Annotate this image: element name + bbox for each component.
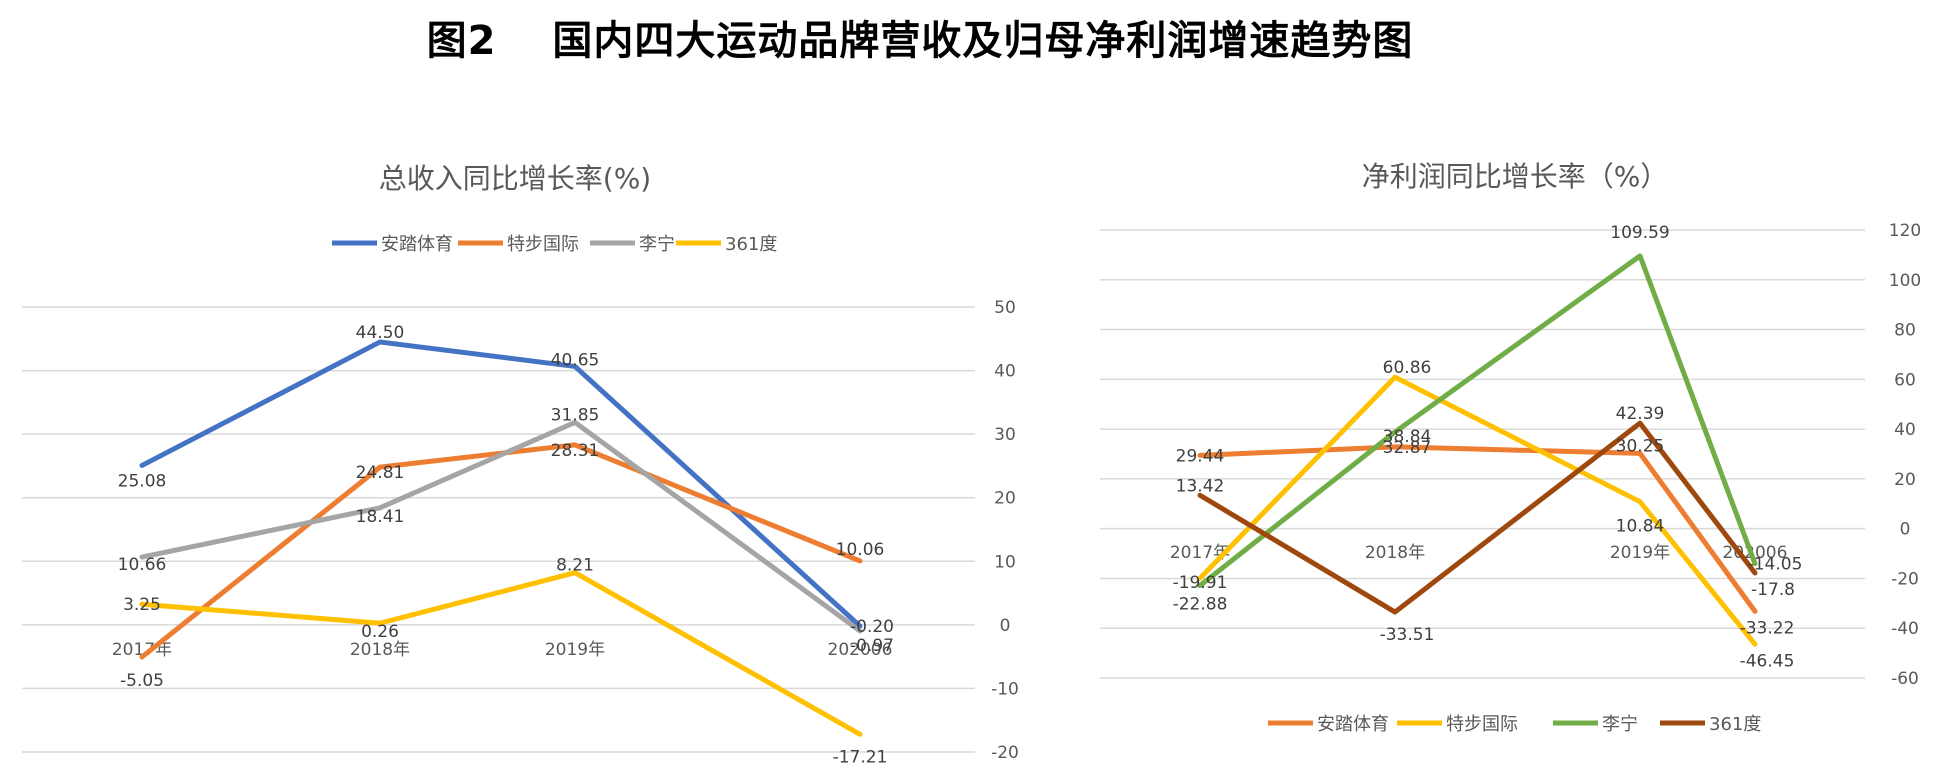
- chart-2-y-tick: 40: [1894, 420, 1916, 440]
- chart-2-data-label: 32.87: [1383, 438, 1432, 458]
- chart-2-y-tick: 60: [1894, 370, 1916, 390]
- chart-1-data-label: 10.66: [118, 555, 167, 575]
- chart-2-y-tick: -20: [1891, 569, 1919, 589]
- chart-2-data-label: -46.45: [1740, 651, 1795, 671]
- chart-1-data-label: 3.25: [123, 595, 161, 615]
- chart-2-series-line-2: [1197, 374, 1758, 647]
- chart-1-series-line-1: [139, 339, 863, 629]
- chart-2-data-label: -33.51: [1380, 625, 1435, 645]
- chart-2-data-label: -19.91: [1173, 573, 1228, 593]
- chart-2-data-label: 109.59: [1610, 223, 1669, 243]
- chart-1-series-line-3: [139, 419, 863, 634]
- chart-1-legend-label: 安踏体育: [381, 234, 453, 255]
- chart-2-data-label: 13.42: [1176, 476, 1225, 496]
- chart-1-data-label: -0.97: [850, 636, 894, 656]
- chart-2-data-label: -17.8: [1751, 580, 1795, 600]
- chart-1-y-tick: 10: [994, 552, 1016, 572]
- chart-1-data-label: 25.08: [118, 471, 167, 491]
- chart-1-y-tick: 50: [994, 298, 1016, 318]
- chart-2-data-label: 10.84: [1616, 517, 1665, 537]
- chart-1-data-label: 8.21: [556, 556, 594, 576]
- chart-2-y-tick: 20: [1894, 470, 1916, 490]
- chart-1-data-label: 28.31: [551, 441, 600, 461]
- chart-2-data-label: -22.88: [1173, 595, 1228, 615]
- chart-1-y-tick: 20: [994, 489, 1016, 509]
- chart-2-legend-label: 安踏体育: [1317, 714, 1389, 735]
- chart-1-data-label: 18.41: [356, 507, 405, 527]
- chart-2-y-tick: 100: [1889, 271, 1921, 291]
- chart-2-data-label: -33.22: [1740, 618, 1795, 638]
- chart-1-series-line-2: [139, 442, 863, 660]
- chart-2-series-line-3: [1197, 253, 1758, 589]
- chart-2-data-label: 42.39: [1616, 404, 1665, 424]
- chart-1-legend-label: 特步国际: [507, 234, 579, 255]
- chart-1-x-tick: 2019年: [545, 640, 605, 660]
- chart-2-legend-label: 李宁: [1602, 714, 1638, 735]
- chart-1-data-label: 0.26: [361, 622, 399, 642]
- chart-2-data-label: -14.05: [1748, 555, 1803, 575]
- chart-1-legend-label: 李宁: [639, 234, 675, 255]
- chart-1-series-line-4: [139, 570, 863, 737]
- chart-2-data-label: 60.86: [1383, 358, 1432, 378]
- chart-2-x-tick: 2018年: [1365, 543, 1425, 563]
- chart-1-y-tick: -20: [991, 743, 1019, 763]
- chart-2-y-tick: -40: [1891, 619, 1919, 639]
- chart-1-data-label: -17.21: [833, 747, 888, 767]
- figure-title: 图2 国内四大运动品牌营收及归母净利润增速趋势图: [426, 18, 1414, 64]
- chart-2-x-tick: 2017年: [1170, 543, 1230, 563]
- chart-1-data-label: 44.50: [356, 323, 405, 343]
- chart-2-y-tick: 80: [1894, 321, 1916, 341]
- chart-2-data-label: 29.44: [1176, 446, 1225, 466]
- chart-1-data-label: 10.06: [836, 540, 885, 560]
- chart-2-data-label: 38.84: [1383, 427, 1432, 447]
- chart-2-y-tick: 120: [1889, 221, 1921, 241]
- chart-2-series-line-4: [1197, 420, 1758, 615]
- chart-2-x-tick: 2019年: [1610, 543, 1670, 563]
- chart-2-series-line-1: [1197, 444, 1758, 614]
- chart-1-title: 总收入同比增长率(%): [379, 162, 651, 195]
- chart-1-x-tick: 2018年: [350, 640, 410, 660]
- chart-1-y-tick: -10: [991, 679, 1019, 699]
- chart-1-y-tick: 30: [994, 425, 1016, 445]
- chart-1-x-tick: 202006: [828, 640, 893, 660]
- chart-1-data-label: -0.20: [850, 617, 894, 637]
- chart-2-title: 净利润同比增长率（%）: [1362, 160, 1669, 193]
- chart-1-y-tick: 40: [994, 362, 1016, 382]
- chart-1-data-label: -5.05: [120, 671, 164, 691]
- chart-2-y-tick: -60: [1891, 669, 1919, 689]
- chart-2-data-label: 30.25: [1616, 436, 1665, 456]
- chart-1-data-label: 24.81: [356, 463, 405, 483]
- chart-1-data-label: 40.65: [551, 350, 600, 370]
- chart-1-y-tick: 0: [1000, 616, 1011, 636]
- chart-1-legend-label: 361度: [725, 234, 777, 255]
- chart-2-legend-label: 特步国际: [1446, 714, 1518, 735]
- chart-2-y-tick: 0: [1900, 520, 1911, 540]
- chart-2-legend-label: 361度: [1709, 714, 1761, 735]
- chart-1-data-label: 31.85: [551, 405, 600, 425]
